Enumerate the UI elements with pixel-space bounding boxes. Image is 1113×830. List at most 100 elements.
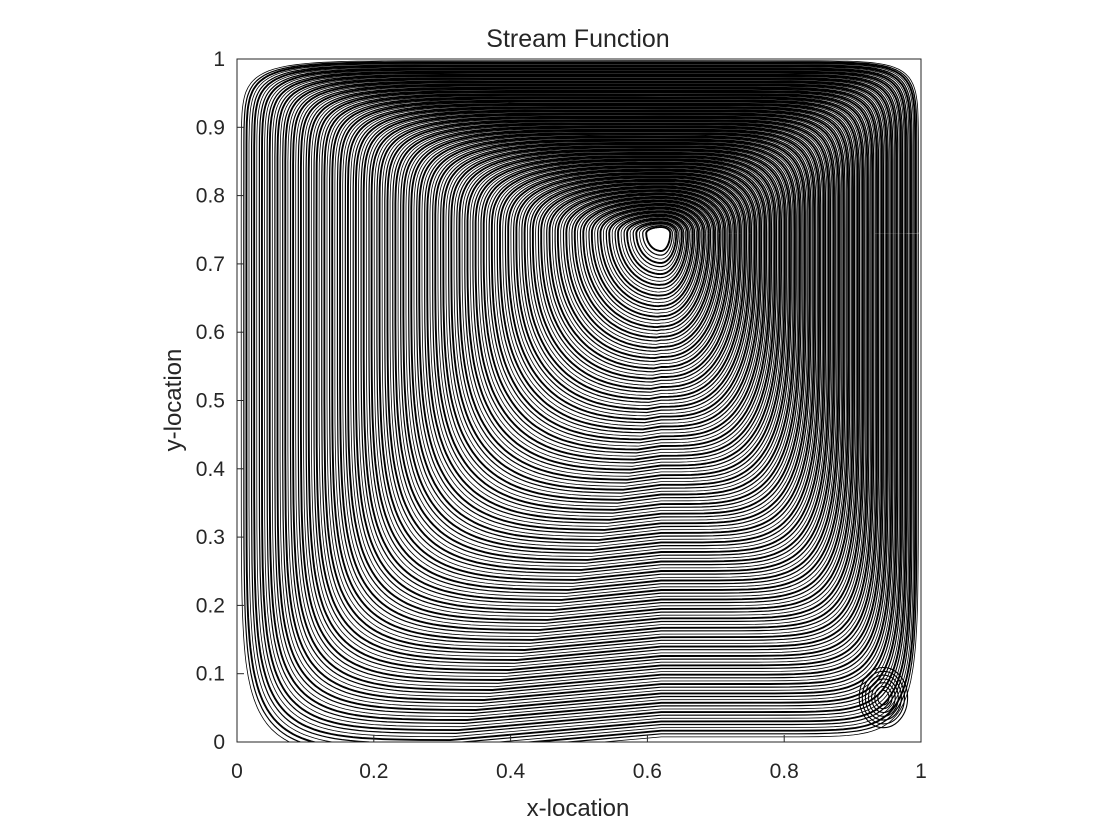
streamline — [299, 84, 883, 681]
streamline — [488, 161, 768, 444]
y-tick-label: 0.2 — [196, 594, 225, 617]
streamline — [360, 109, 846, 604]
y-tick-label: 0.4 — [196, 458, 226, 481]
streamline — [303, 85, 881, 677]
x-tick-label: 0 — [231, 760, 243, 783]
streamline — [271, 73, 900, 718]
streamline — [513, 172, 752, 414]
streamline — [510, 171, 754, 417]
streamline — [535, 181, 739, 386]
streamline — [384, 119, 831, 574]
y-tick-label: 0.9 — [196, 116, 225, 139]
streamline — [248, 63, 915, 742]
streamline — [381, 118, 833, 577]
streamline — [456, 148, 787, 484]
streamline — [562, 192, 722, 352]
streamline — [251, 64, 913, 742]
streamline — [639, 223, 675, 260]
streamline — [284, 77, 893, 701]
streamline — [527, 177, 744, 396]
streamline — [537, 182, 737, 383]
streamline — [540, 182, 736, 380]
secondary-eddy-streamline — [858, 667, 909, 729]
streamline — [429, 137, 804, 517]
streamline — [400, 125, 822, 554]
streamline — [289, 80, 889, 694]
streamline — [421, 134, 809, 527]
y-tick-label: 0.7 — [196, 253, 225, 276]
streamline — [402, 126, 821, 551]
streamline — [469, 154, 779, 467]
y-tick-label: 1 — [213, 48, 225, 71]
streamline — [268, 71, 902, 721]
streamline — [507, 169, 756, 421]
y-tick-label: 0.8 — [196, 185, 225, 208]
streamline — [614, 213, 690, 290]
streamline — [434, 139, 801, 511]
streamline — [480, 158, 773, 454]
streamline — [546, 185, 732, 373]
x-tick-label: 0.2 — [359, 760, 388, 783]
streamline — [635, 222, 678, 264]
streamline — [461, 151, 784, 477]
x-axis-label: x-location — [527, 795, 630, 822]
streamline — [442, 142, 796, 501]
streamline — [573, 196, 715, 339]
streamline — [424, 135, 807, 524]
streamline — [392, 122, 827, 564]
streamline — [502, 167, 759, 427]
streamline — [551, 188, 729, 366]
streamline — [577, 198, 713, 335]
streamline — [594, 205, 703, 314]
streamline — [352, 106, 851, 614]
streamline — [346, 103, 854, 621]
streamline — [582, 200, 710, 329]
streamline — [565, 193, 721, 349]
streamline — [515, 172, 751, 411]
streamline — [323, 93, 869, 651]
y-tick-label: 0.6 — [196, 321, 225, 344]
streamline — [448, 145, 792, 494]
streamline — [329, 96, 865, 644]
streamline — [521, 175, 747, 403]
streamline — [339, 100, 859, 631]
streamline — [331, 97, 864, 641]
streamline — [445, 144, 794, 497]
streamline — [260, 68, 907, 732]
streamline — [243, 61, 918, 742]
streamline — [386, 119, 830, 571]
streamline — [518, 174, 749, 407]
streamline — [590, 203, 705, 318]
y-tick-label: 0 — [213, 731, 225, 754]
streamline — [326, 95, 867, 647]
streamline — [450, 146, 791, 491]
streamline — [389, 121, 828, 567]
streamline — [342, 102, 857, 627]
streamline — [315, 90, 874, 661]
streamline — [499, 166, 761, 431]
streamline — [579, 199, 712, 332]
x-tick-label: 1 — [915, 760, 927, 783]
x-tick-label: 0.8 — [770, 760, 799, 783]
streamline — [295, 82, 886, 688]
streamline — [554, 189, 727, 363]
streamline — [378, 116, 835, 581]
x-axis: 0 0.2 0.4 0.6 0.8 1 — [231, 735, 927, 783]
streamline — [571, 196, 717, 342]
streamline — [504, 168, 758, 424]
streamline — [560, 191, 723, 356]
streamline — [307, 87, 879, 671]
secondary-eddy-streamline — [871, 682, 896, 713]
streamline — [321, 93, 870, 654]
streamline — [276, 74, 898, 711]
streamline — [287, 79, 891, 698]
x-tick-label: 0.4 — [496, 760, 526, 783]
streamline — [603, 209, 697, 304]
streamline — [585, 202, 708, 325]
streamline — [358, 108, 847, 607]
streamline — [458, 149, 786, 481]
secondary-eddy-streamline — [874, 686, 893, 710]
streamline — [413, 131, 813, 537]
streamline — [410, 129, 816, 541]
streamline — [313, 90, 875, 664]
